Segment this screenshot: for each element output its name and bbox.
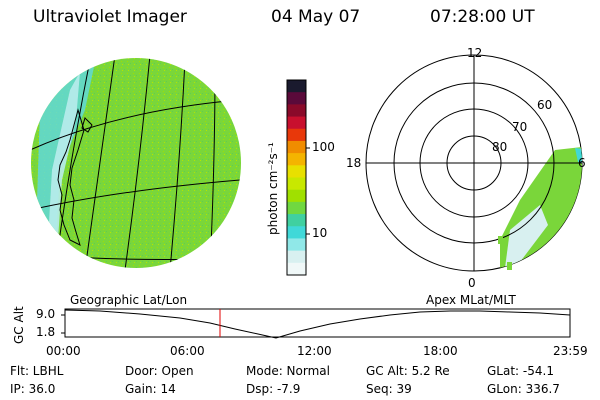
colorbar-stripe <box>287 116 306 130</box>
gc-alt-plot <box>61 308 571 339</box>
seq-info: Seq: 39 <box>366 382 412 396</box>
colorbar-stripe <box>287 189 306 203</box>
mode-info: Mode: Normal <box>246 364 330 378</box>
filter-info: Flt: LBHL <box>10 364 64 378</box>
colorbar-stripe <box>287 238 306 252</box>
mlt-label-18: 18 <box>346 156 362 170</box>
gc-alt-ytick-label: 1.8 <box>36 325 56 339</box>
gc-alt-xtick-label: 06:00 <box>170 344 205 358</box>
gc-alt-xtick-label: 12:00 <box>297 344 332 358</box>
colorbar-stripe <box>287 92 306 105</box>
ip-info: IP: 36.0 <box>10 382 56 396</box>
colorbar-unit-label: photon cm⁻²s⁻¹ <box>266 142 280 235</box>
colorbar <box>286 79 307 276</box>
mlat-label-80: 80 <box>492 140 508 154</box>
time-label: 07:28:00 UT <box>430 7 535 27</box>
colorbar-stripe <box>287 250 306 264</box>
colorbar-stripe <box>287 104 306 118</box>
gc-alt-xtick-label: 18:00 <box>423 344 458 358</box>
colorbar-ticks <box>306 147 310 235</box>
gc-alt-axis-label: GC Alt <box>12 306 26 344</box>
colorbar-stripe <box>287 262 306 276</box>
colorbar-tick-label: 100 <box>312 140 335 154</box>
colorbar-stripe <box>287 214 306 227</box>
gain-info: Gain: 14 <box>125 382 176 396</box>
colorbar-stripe <box>287 140 306 154</box>
gc-alt-xtick-label: 00:00 <box>46 344 81 358</box>
apex-caption: Apex MLat/MLT <box>426 293 516 307</box>
polar-grid <box>366 55 582 271</box>
aurora-cyan-patch <box>575 148 582 165</box>
glat-info: GLat: -54.1 <box>487 364 554 378</box>
polar-plot <box>365 54 583 272</box>
latlon-grid <box>31 58 241 268</box>
colorbar-stripe <box>287 226 306 239</box>
dsp-info: Dsp: -7.9 <box>246 382 301 396</box>
mlt-label-12: 12 <box>467 46 483 60</box>
mlat-label-60: 60 <box>537 98 553 112</box>
colorbar-stripe <box>287 165 306 178</box>
door-info: Door: Open <box>125 364 194 378</box>
colorbar-stripe <box>287 177 306 191</box>
geographic-caption: Geographic Lat/Lon <box>70 293 188 307</box>
aurora-dim-region <box>505 205 548 268</box>
instrument-title: Ultraviolet Imager <box>33 7 187 27</box>
mlat-label-70: 70 <box>512 120 528 134</box>
gc-alt-info: GC Alt: 5.2 Re <box>366 364 450 378</box>
colorbar-stripe <box>287 80 306 93</box>
aurora-spot <box>498 236 503 244</box>
date-label: 04 May 07 <box>271 7 361 27</box>
mlt-label-6: 6 <box>578 156 586 170</box>
colorbar-stripe <box>287 128 306 142</box>
mlt-label-0: 0 <box>468 276 476 290</box>
colorbar-stripe <box>287 201 306 215</box>
coastline <box>57 108 85 246</box>
gc-alt-frame <box>64 308 571 338</box>
colorbar-frame <box>286 79 307 276</box>
aurora-spot <box>507 262 512 270</box>
gc-alt-curve <box>64 309 571 339</box>
glon-info: GLon: 336.7 <box>487 382 560 396</box>
colorbar-stripe <box>287 153 306 166</box>
island-outline <box>81 117 93 133</box>
colorbar-tick-label: 10 <box>312 226 328 240</box>
gc-alt-ytick-label: 9.0 <box>36 307 56 321</box>
gc-alt-xtick-label: 23:59 <box>553 344 588 358</box>
geographic-image <box>31 58 241 268</box>
